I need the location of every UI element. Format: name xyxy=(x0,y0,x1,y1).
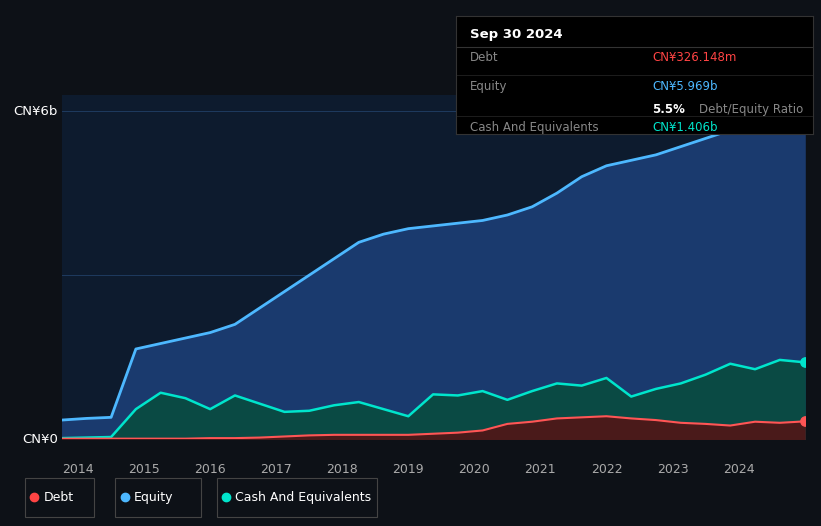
Point xyxy=(798,358,811,367)
Text: 2024: 2024 xyxy=(722,463,754,477)
Text: Equity: Equity xyxy=(134,491,173,503)
Text: CN¥326.148m: CN¥326.148m xyxy=(652,52,736,64)
Text: 2020: 2020 xyxy=(458,463,490,477)
FancyBboxPatch shape xyxy=(25,478,94,517)
Text: CN¥6b: CN¥6b xyxy=(13,105,57,118)
FancyBboxPatch shape xyxy=(115,478,201,517)
Text: 2014: 2014 xyxy=(62,463,94,477)
Point xyxy=(798,417,811,426)
Text: Debt: Debt xyxy=(44,491,73,503)
Text: 2018: 2018 xyxy=(327,463,358,477)
Text: 2023: 2023 xyxy=(657,463,688,477)
Text: Cash And Equivalents: Cash And Equivalents xyxy=(236,491,372,503)
Text: CN¥1.406b: CN¥1.406b xyxy=(652,121,718,134)
Text: CN¥5.969b: CN¥5.969b xyxy=(652,80,718,93)
Text: 5.5%: 5.5% xyxy=(652,103,685,116)
Text: 2017: 2017 xyxy=(260,463,292,477)
Point xyxy=(798,108,811,117)
Text: Debt/Equity Ratio: Debt/Equity Ratio xyxy=(699,103,803,116)
Text: Sep 30 2024: Sep 30 2024 xyxy=(470,27,562,41)
Text: CN¥0: CN¥0 xyxy=(22,433,57,446)
Text: 2016: 2016 xyxy=(195,463,226,477)
Text: Debt: Debt xyxy=(470,52,498,64)
Text: Cash And Equivalents: Cash And Equivalents xyxy=(470,121,599,134)
Text: 2015: 2015 xyxy=(128,463,160,477)
FancyBboxPatch shape xyxy=(217,478,377,517)
Text: Equity: Equity xyxy=(470,80,507,93)
Text: 2021: 2021 xyxy=(525,463,556,477)
Text: 2022: 2022 xyxy=(590,463,622,477)
Text: 2019: 2019 xyxy=(392,463,424,477)
